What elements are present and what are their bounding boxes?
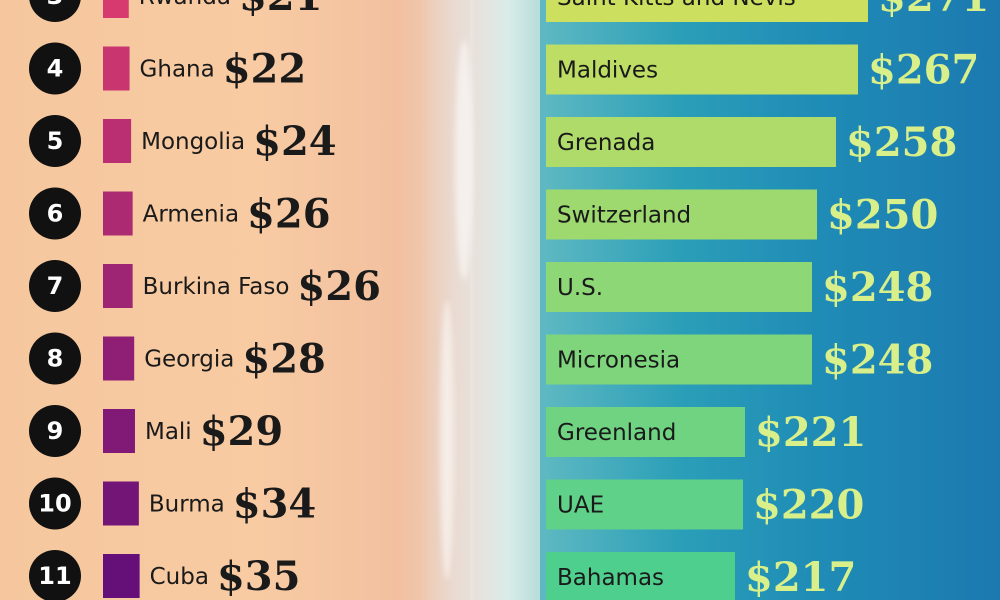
country-label: Bahamas [557, 565, 664, 591]
value-label: $221 [755, 409, 866, 456]
bar [103, 481, 139, 526]
rank-number: 6 [47, 200, 64, 228]
bar [103, 0, 129, 18]
wave-foam [455, 40, 473, 280]
rank-circle [29, 42, 81, 95]
rank-circle [29, 405, 81, 457]
wave-foam [440, 300, 454, 580]
rank-number: 10 [38, 490, 71, 518]
bar [546, 262, 812, 312]
bar [546, 552, 735, 600]
value-label: $22 [223, 46, 306, 93]
bar [546, 407, 745, 457]
value-label: $21 [239, 0, 323, 20]
bar [103, 554, 140, 598]
bar [546, 117, 836, 167]
value-label: $26 [247, 191, 331, 238]
country-label: Burma [149, 492, 225, 518]
country-label: Georgia [144, 347, 234, 373]
rank-circle [29, 332, 81, 385]
rank-number: 8 [47, 345, 64, 373]
rank-circle [29, 550, 81, 600]
country-label: Greenland [557, 420, 676, 446]
bar [103, 336, 135, 381]
rank-number: 5 [47, 127, 64, 155]
value-label: $217 [745, 554, 856, 600]
rank-number: 4 [47, 55, 64, 83]
value-label: $248 [822, 337, 933, 384]
rank-number: 7 [47, 272, 64, 300]
rank-circle [29, 115, 81, 167]
rank-circle [29, 260, 81, 312]
bar [103, 264, 133, 308]
rank-number: 3 [47, 0, 64, 10]
value-label: $29 [200, 408, 284, 455]
bar [546, 0, 868, 22]
bar [546, 189, 817, 240]
country-label: Cuba [150, 564, 209, 590]
rank-circle [29, 477, 81, 530]
country-label: U.S. [557, 275, 603, 301]
value-label: $35 [217, 553, 301, 600]
country-label: UAE [557, 493, 604, 519]
country-label: Mongolia [141, 129, 245, 155]
value-label: $220 [753, 482, 864, 529]
bar [103, 409, 135, 453]
rank-circle [29, 0, 81, 22]
value-label: $271 [878, 0, 989, 21]
cheapest-countries-chart: 3 Rwanda $21 4 Ghana $22 5 Mongolia $24 6 Armenia $… [29, 0, 381, 600]
rank-number: 9 [47, 417, 64, 445]
value-label: $34 [233, 481, 317, 528]
bar [103, 191, 133, 236]
country-label: Switzerland [557, 203, 691, 229]
value-label: $28 [242, 336, 326, 383]
country-label: Armenia [143, 202, 239, 228]
country-label: Ghana [140, 57, 215, 83]
country-label: Burkina Faso [143, 274, 290, 300]
value-label: $250 [827, 192, 938, 239]
value-label: $267 [868, 47, 979, 94]
country-label: Maldives [557, 58, 658, 84]
bar [103, 119, 132, 163]
bar [546, 44, 858, 95]
rank-number: 11 [38, 562, 71, 590]
country-label: Mali [145, 419, 192, 445]
rank-circle [29, 187, 81, 240]
value-label: $26 [297, 263, 381, 310]
country-label: Rwanda [139, 0, 231, 10]
country-label: Micronesia [557, 348, 680, 374]
bar [546, 479, 743, 530]
bar [546, 334, 812, 385]
bar [103, 46, 130, 91]
value-label: $258 [846, 119, 957, 166]
most-expensive-countries-chart: Saint Kitts and Nevis $271 Maldives $267 Gre… [546, 0, 989, 600]
country-label: Grenada [557, 130, 655, 156]
country-label: Saint Kitts and Nevis [557, 0, 796, 11]
value-label: $248 [822, 264, 933, 311]
value-label: $24 [253, 118, 337, 165]
